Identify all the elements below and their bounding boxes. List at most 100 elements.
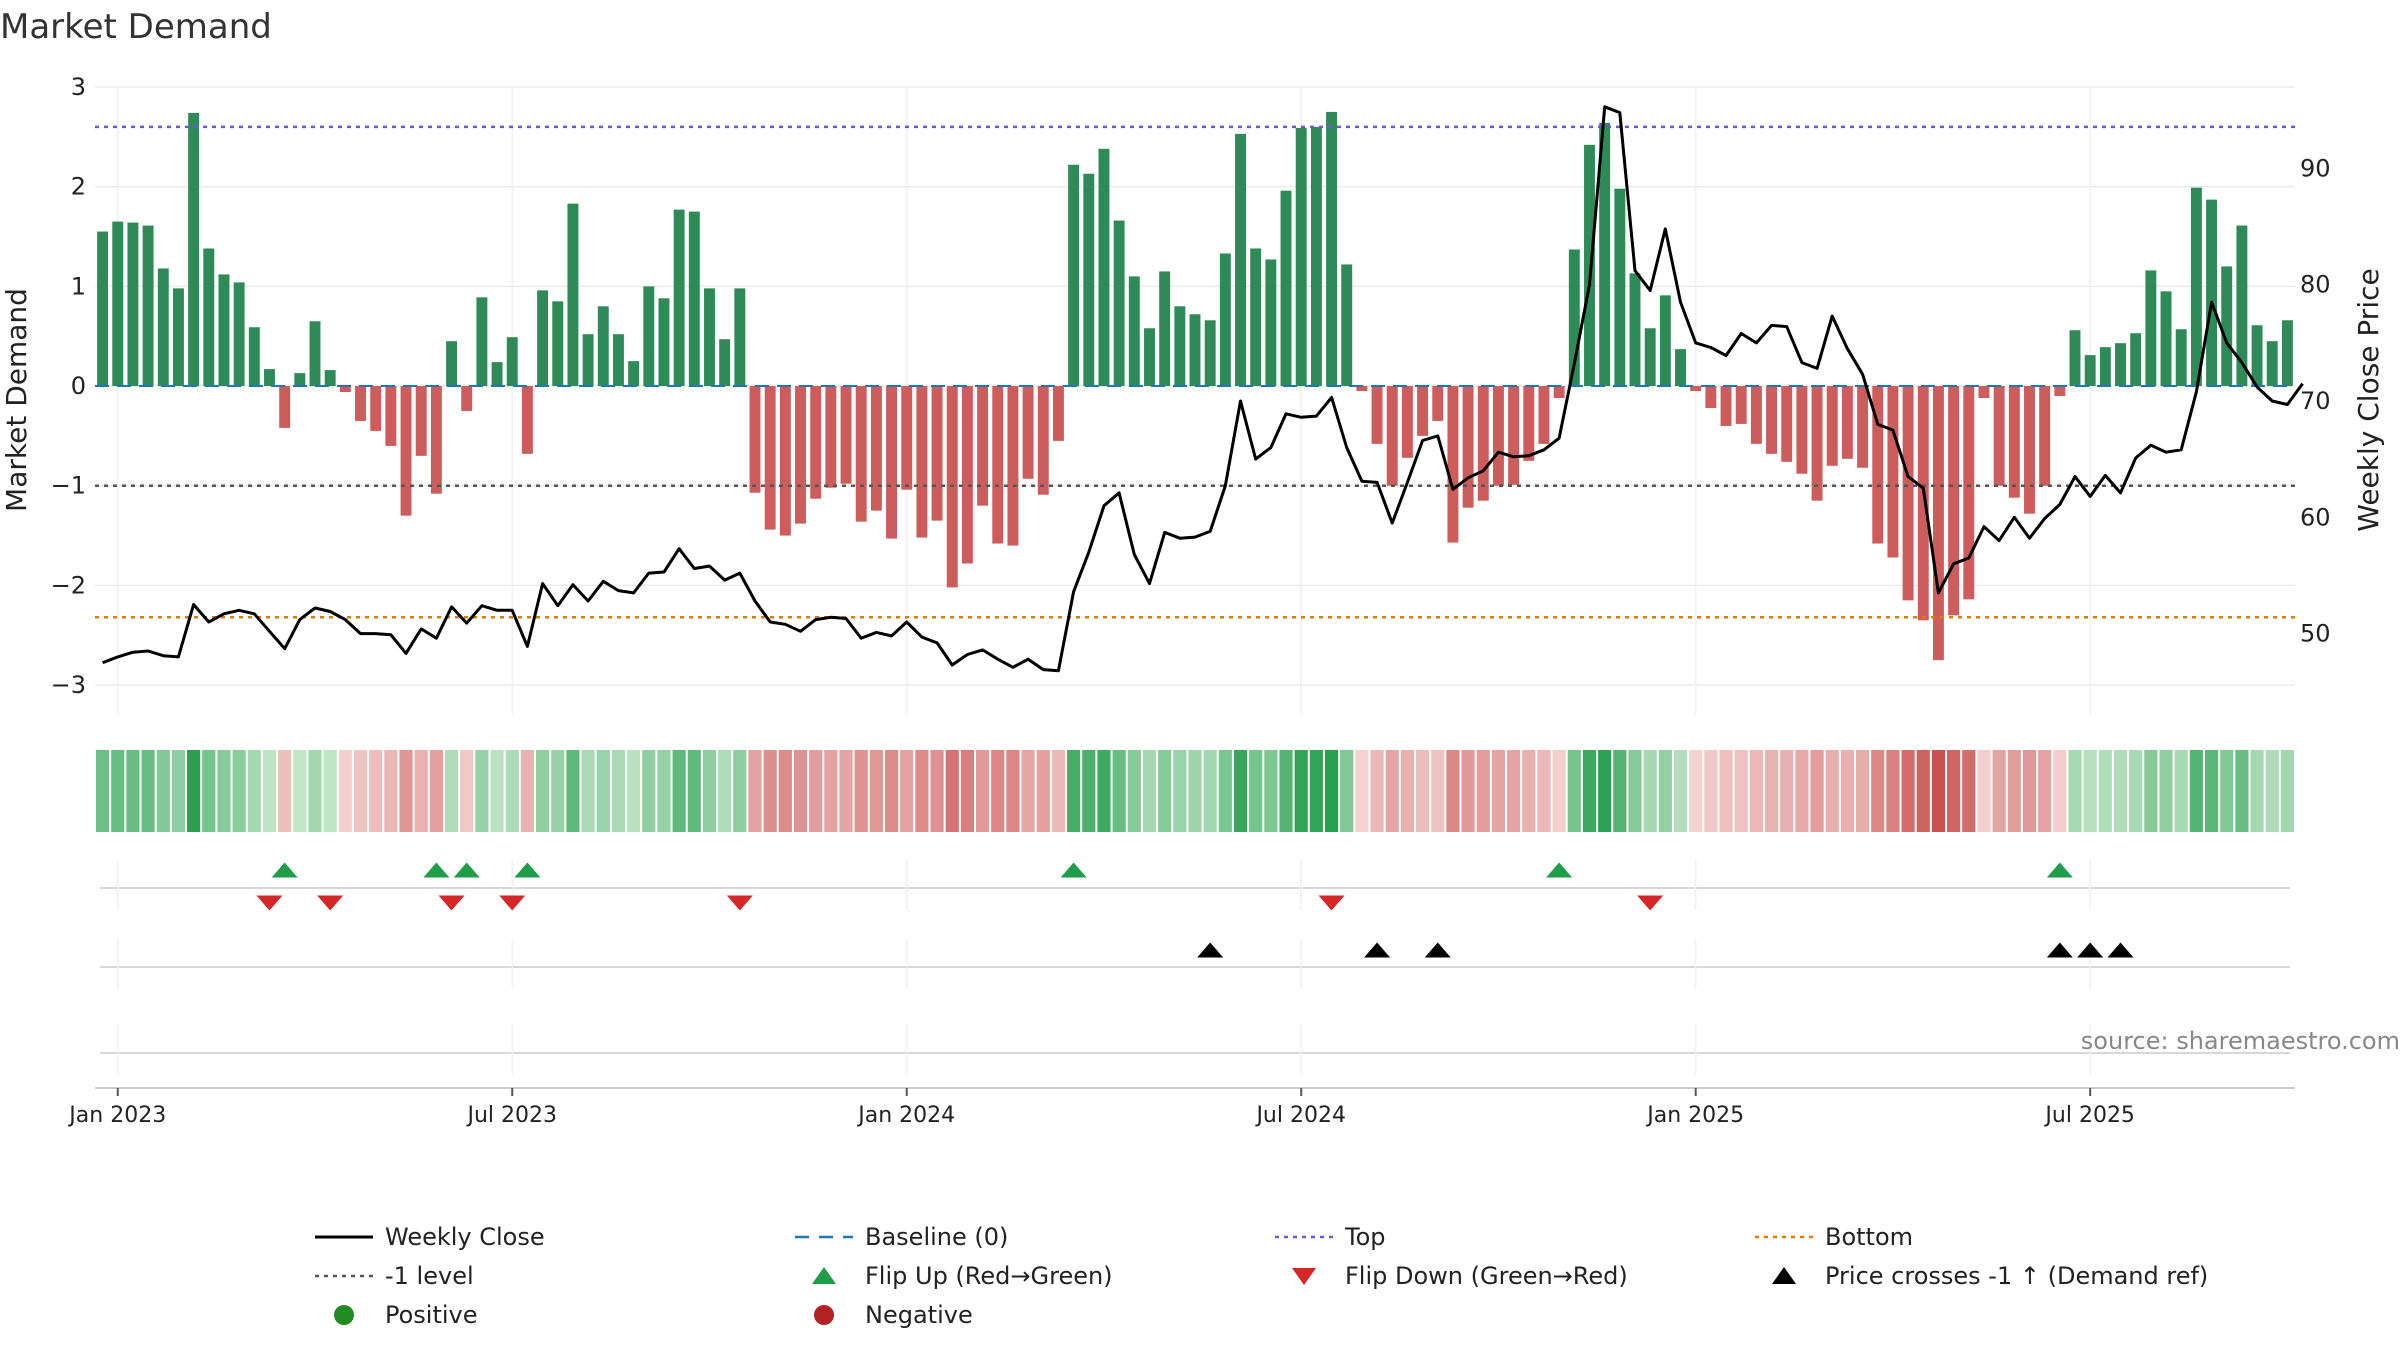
source-text: source: sharemaestro.com <box>2081 1027 2400 1055</box>
demand-bar <box>1690 386 1702 392</box>
demand-bar <box>2008 386 2020 498</box>
heat-cell <box>1871 750 1885 832</box>
demand-bar <box>218 274 230 387</box>
demand-bar <box>1189 314 1201 387</box>
demand-bar <box>2221 266 2233 387</box>
legend-item: Top <box>1275 1223 1386 1251</box>
heat-cell <box>2220 750 2234 832</box>
demand-bar <box>2084 355 2096 387</box>
heat-cell <box>824 750 838 832</box>
heat-cell <box>2083 750 2097 832</box>
heat-cell <box>1537 750 1551 832</box>
demand-bar <box>1735 386 1747 424</box>
heat-cell <box>536 750 550 832</box>
demand-bar <box>643 286 655 387</box>
demand-heat-strip <box>96 750 2294 832</box>
demand-bar <box>1948 386 1960 616</box>
heat-cell <box>1431 750 1445 832</box>
heat-cell <box>672 750 686 832</box>
demand-bar <box>476 297 488 387</box>
demand-bar <box>1371 386 1383 444</box>
demand-bar <box>2281 320 2293 387</box>
main-plot: 3 2 1 0 −1 −2 −3 90 80 70 60 50 Market Demand Weekly … <box>0 73 2385 715</box>
demand-bar <box>673 209 685 387</box>
heat-cell <box>2068 750 2082 832</box>
heat-cell <box>369 750 383 832</box>
legend: Weekly Close Baseline (0) Top Bottom -1 leve… <box>315 1223 2208 1329</box>
heat-cell <box>1067 750 1081 832</box>
demand-bar <box>2160 291 2172 387</box>
y-tick-label-right: 50 <box>2300 620 2331 648</box>
flip-up-marker <box>271 862 298 878</box>
heat-cell <box>627 750 641 832</box>
demand-bar <box>2175 329 2187 387</box>
heat-cell <box>444 750 459 832</box>
heat-cell <box>338 750 352 832</box>
heat-cell <box>1036 750 1050 832</box>
demand-bar <box>901 386 913 490</box>
heat-cell <box>141 750 155 832</box>
demand-bar <box>1356 386 1368 392</box>
heat-cell <box>1673 750 1688 832</box>
demand-bar <box>157 268 169 387</box>
demand-bar <box>749 386 761 493</box>
heat-cell <box>1734 750 1748 832</box>
heat-cell <box>1324 750 1339 832</box>
demand-bar <box>1113 220 1125 387</box>
heat-cell <box>156 750 170 832</box>
demand-bar <box>461 386 473 411</box>
y-tick-label-right: 70 <box>2300 387 2331 415</box>
heat-cell <box>1158 750 1172 832</box>
heat-cell <box>429 750 443 832</box>
demand-bar <box>1857 386 1869 468</box>
demand-bar <box>2115 343 2126 387</box>
demand-bar <box>1326 111 1338 387</box>
demand-bar <box>324 370 336 387</box>
demand-bar <box>1462 386 1474 508</box>
demand-bar <box>1705 386 1717 408</box>
heat-cell <box>839 750 853 832</box>
demand-bar <box>719 339 731 387</box>
x-tick-label: Jul 2023 <box>465 1103 557 1128</box>
demand-bar <box>582 334 594 387</box>
demand-bar <box>1781 386 1793 462</box>
y-tick-label-left: −3 <box>51 671 86 699</box>
demand-bar <box>1978 386 1990 399</box>
heat-cell <box>657 750 671 832</box>
heat-cell <box>854 750 868 832</box>
demand-bar <box>415 386 427 456</box>
heat-cell <box>505 750 519 832</box>
heat-cell <box>1446 750 1460 832</box>
heat-cell <box>1233 750 1248 832</box>
heat-cell <box>2022 750 2037 832</box>
flip-down-marker <box>1318 895 1345 911</box>
demand-bar <box>2130 333 2142 387</box>
demand-bar <box>1083 173 1095 387</box>
heat-cell <box>1643 750 1657 832</box>
legend-item: Baseline (0) <box>795 1223 1008 1251</box>
demand-bar <box>855 386 867 522</box>
demand-bar <box>1659 295 1671 387</box>
demand-bar <box>1826 386 1838 466</box>
heat-cell <box>1567 750 1581 832</box>
demand-bar <box>309 321 321 387</box>
heat-cell <box>1400 750 1414 832</box>
demand-bar <box>1037 386 1049 495</box>
heat-cell <box>1977 750 1991 832</box>
heat-cell <box>1142 750 1157 832</box>
heat-cell <box>2189 750 2203 832</box>
heat-cell <box>460 750 474 832</box>
demand-bar <box>370 386 382 431</box>
heat-cell <box>991 750 1005 832</box>
y-tick-label-left: −2 <box>51 571 86 599</box>
heat-cell <box>217 750 231 832</box>
demand-bar <box>825 386 837 488</box>
heat-cell <box>232 750 246 832</box>
heat-cell <box>1825 750 1839 832</box>
price-cross-marker <box>2107 942 2134 958</box>
heat-cell <box>1886 750 1900 832</box>
demand-bar <box>658 298 670 387</box>
heat-cell <box>1249 750 1263 832</box>
y-tick-label-right: 90 <box>2300 154 2331 182</box>
legend-item: Bottom <box>1755 1223 1913 1251</box>
